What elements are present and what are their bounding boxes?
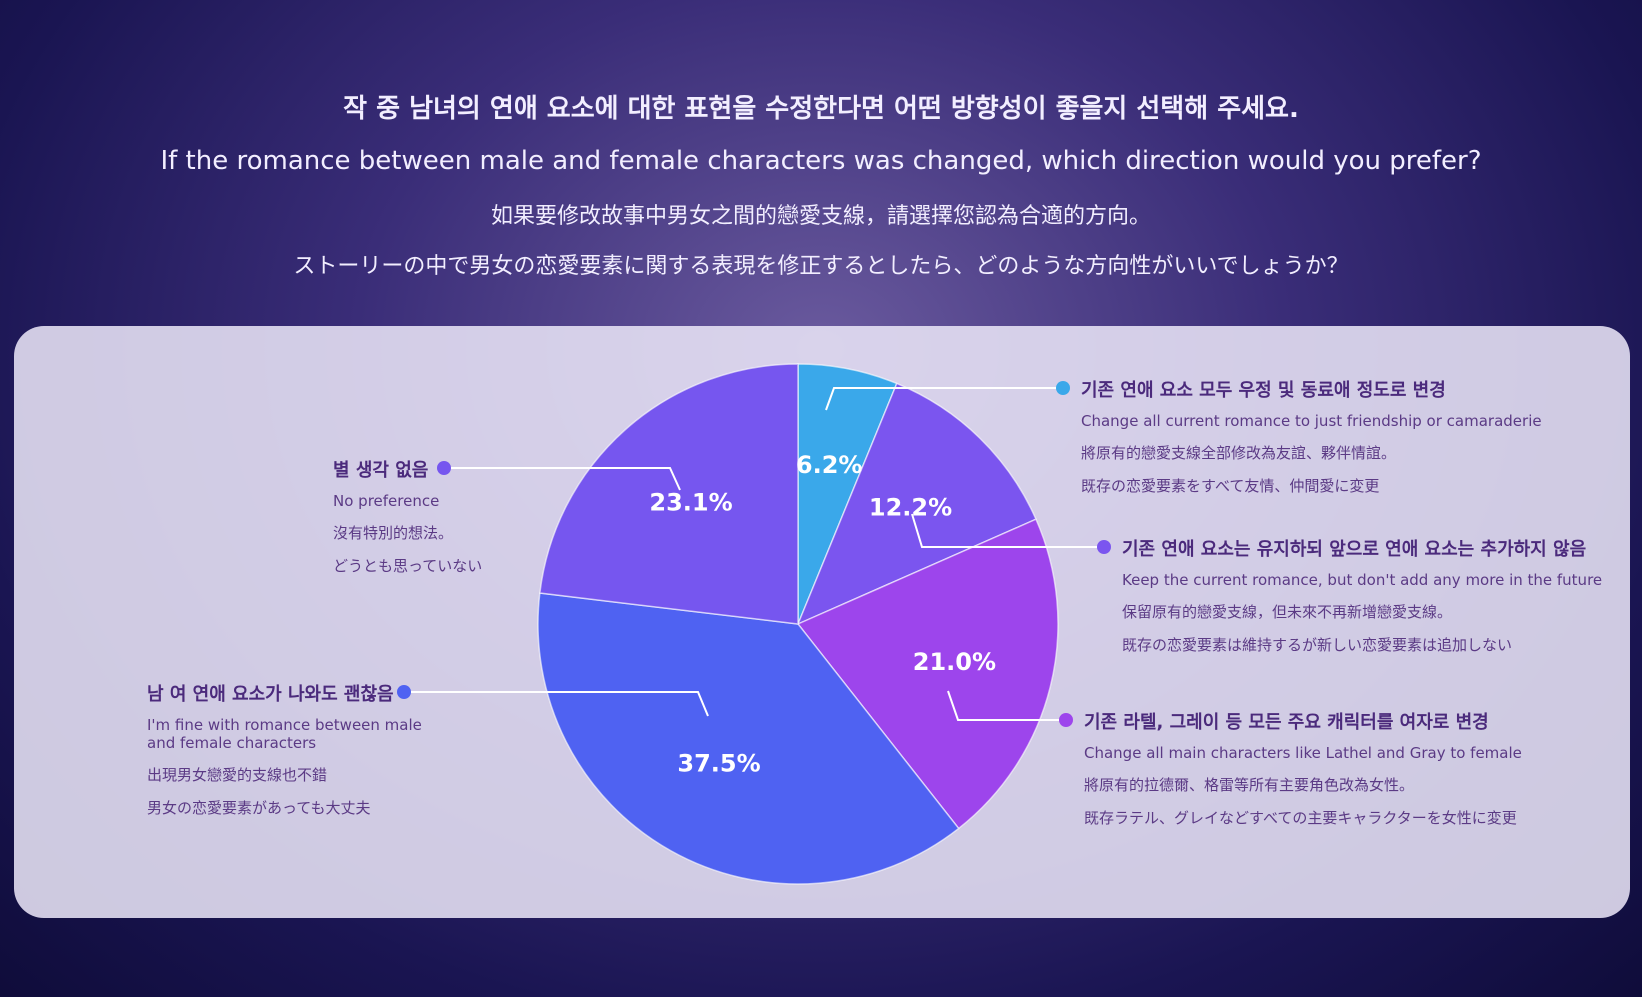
pie-slice bbox=[537, 592, 960, 885]
legend-description: 既存の恋愛要素は維持するが新しい恋愛要素は追加しない bbox=[1122, 636, 1513, 654]
legend-description: I'm fine with romance between male and f… bbox=[147, 716, 422, 752]
legend-label: 별 생각 없음 bbox=[333, 460, 429, 481]
legend-entry: 기존 연애 요소 모두 우정 및 동료애 정도로 변경 Change all cu… bbox=[1081, 376, 1542, 508]
leader-line bbox=[404, 691, 709, 717]
legend-dot bbox=[437, 461, 451, 475]
legend-description: 男女の恋愛要素があっても大丈夫 bbox=[147, 799, 371, 817]
legend-label: 기존 연애 요소는 유지하되 앞으로 연애 요소는 추가하지 않음 bbox=[1122, 539, 1587, 560]
pie-slice bbox=[796, 518, 1059, 830]
legend-description: Keep the current romance, but don't add … bbox=[1122, 571, 1603, 589]
value-label: 12.2% bbox=[869, 494, 952, 522]
legend-dot bbox=[1056, 381, 1070, 395]
subtitle: ストーリーの中で男女の恋愛要素に関する表現を修正するとしたら、どのような方向性が… bbox=[293, 254, 1349, 279]
legend-description: 既存ラテル、グレイなどすべての主要キャラクターを女性に変更 bbox=[1084, 809, 1517, 827]
value-label: 6.2% bbox=[796, 451, 863, 479]
legend-description: 將原有的戀愛支線全部修改為友誼、夥伴情誼。 bbox=[1081, 444, 1397, 462]
value-label: 21.0% bbox=[913, 648, 996, 676]
subtitle: If the romance between male and female c… bbox=[160, 146, 1482, 176]
leader-line bbox=[444, 467, 681, 491]
pie bbox=[537, 363, 1059, 885]
chart-title: 작 중 남녀의 연애 요소에 대한 표현을 수정한다면 어떤 방향성이 좋을지 … bbox=[343, 94, 1299, 124]
legend-dot bbox=[1059, 713, 1073, 727]
pie-slice bbox=[539, 363, 799, 625]
pie-slice bbox=[796, 382, 1037, 626]
value-label: 23.1% bbox=[649, 488, 732, 516]
legend-description: 保留原有的戀愛支線，但未來不再新增戀愛支線。 bbox=[1122, 603, 1453, 621]
legend-label: 기존 연애 요소 모두 우정 및 동료애 정도로 변경 bbox=[1081, 380, 1446, 401]
legend-description: Change all current romance to just frien… bbox=[1081, 412, 1542, 430]
legend-entry: 남 여 연애 요소가 나와도 괜찮음 I'm fine with romance … bbox=[147, 680, 447, 830]
leader-line bbox=[825, 387, 1063, 411]
legend-description: No preference bbox=[333, 492, 440, 510]
legend-description: 沒有特別的想法。 bbox=[333, 524, 454, 542]
legend-dot bbox=[397, 685, 411, 699]
leader-line bbox=[947, 690, 1066, 721]
legend-description: 既存の恋愛要素をすべて友情、仲間愛に変更 bbox=[1081, 477, 1380, 495]
value-label: 37.5% bbox=[677, 750, 760, 778]
legend-entry: 별 생각 없음 No preference 沒有特別的想法。どうとも思っていない bbox=[333, 456, 482, 588]
leader-line bbox=[911, 513, 1104, 548]
subtitle: 如果要修改故事中男女之間的戀愛支線，請選擇您認為合適的方向。 bbox=[490, 204, 1151, 229]
legend-entry: 기존 연애 요소는 유지하되 앞으로 연애 요소는 추가하지 않음 Keep th… bbox=[1122, 535, 1602, 667]
legend-dot bbox=[1097, 540, 1111, 554]
legend-label: 남 여 연애 요소가 나와도 괜찮음 bbox=[147, 684, 394, 705]
legend-entry: 기존 라텔, 그레이 등 모든 주요 캐릭터를 여자로 변경 Change all… bbox=[1084, 708, 1522, 840]
legend-label: 기존 라텔, 그레이 등 모든 주요 캐릭터를 여자로 변경 bbox=[1084, 712, 1489, 733]
legend-description: Change all main characters like Lathel a… bbox=[1084, 744, 1522, 762]
legend-description: どうとも思っていない bbox=[333, 557, 483, 575]
legend-description: 出現男女戀愛的支線也不錯 bbox=[147, 766, 328, 784]
legend-description: 將原有的拉德爾、格雷等所有主要角色改為女性。 bbox=[1084, 776, 1415, 794]
